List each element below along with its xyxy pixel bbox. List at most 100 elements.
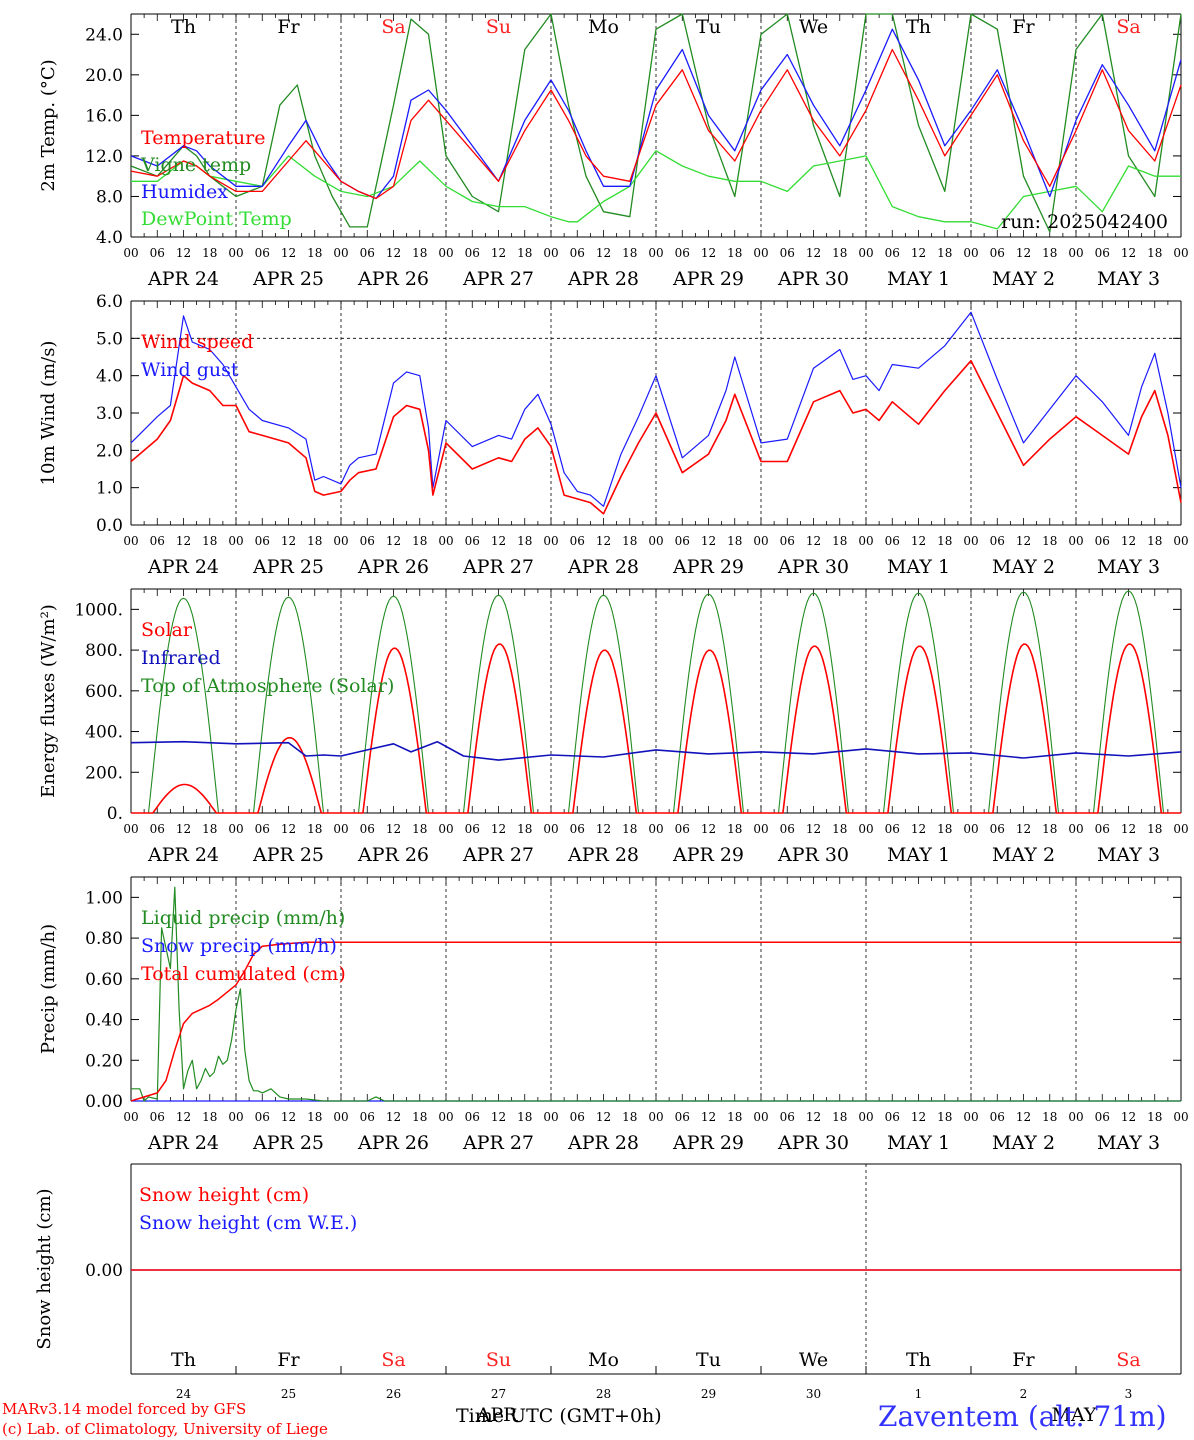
legend-entry: Liquid precip (mm/h): [141, 907, 345, 929]
x-hour-label: 06: [360, 534, 375, 548]
day-name-label: Th: [171, 16, 196, 38]
month-label-may: MAY: [1052, 1404, 1097, 1426]
y-tick-label: 400.: [85, 723, 123, 743]
series-line: [131, 886, 1181, 1102]
day-number-label: 30: [806, 1387, 821, 1401]
x-hour-label: 18: [1147, 1110, 1162, 1124]
x-hour-label: 00: [1173, 1110, 1188, 1124]
x-hour-label: 18: [832, 1110, 847, 1124]
day-name-label: Sa: [1116, 1349, 1140, 1371]
x-hour-label: 06: [255, 246, 270, 260]
y-axis-label: 2m Temp. (°C): [38, 59, 59, 191]
x-hour-label: 12: [281, 534, 296, 548]
day-name-label: Su: [486, 16, 511, 38]
y-tick-label: 1000.: [74, 600, 123, 620]
x-hour-label: 06: [150, 1110, 165, 1124]
legend-entry: Wind gust: [141, 359, 239, 381]
legend-entry: Top of Atmosphere (Solar): [141, 675, 394, 697]
x-hour-label: 00: [1068, 822, 1083, 836]
day-name-label: Tu: [696, 16, 721, 38]
x-date-label: APR 27: [462, 268, 534, 290]
x-hour-label: 18: [307, 1110, 322, 1124]
y-tick-label: 0.20: [85, 1051, 123, 1071]
x-hour-label: 18: [517, 534, 532, 548]
y-tick-label: 4.0: [96, 367, 123, 387]
month-label-apr: APR: [476, 1404, 519, 1426]
x-date-label: APR 27: [462, 844, 534, 866]
x-hour-label: 06: [360, 246, 375, 260]
x-hour-label: 00: [333, 1110, 348, 1124]
x-hour-label: 18: [1042, 534, 1057, 548]
x-hour-label: 12: [806, 822, 821, 836]
x-date-label: APR 24: [147, 844, 219, 866]
legend-entry: Snow height (cm W.E.): [139, 1212, 357, 1234]
y-tick-label: 24.0: [85, 25, 123, 45]
y-tick-label: 12.0: [85, 147, 123, 167]
x-hour-label: 12: [911, 1110, 926, 1124]
x-hour-label: 00: [543, 246, 558, 260]
x-hour-label: 12: [491, 1110, 506, 1124]
x-hour-label: 00: [963, 822, 978, 836]
x-hour-label: 18: [622, 822, 637, 836]
x-hour-label: 12: [1016, 246, 1031, 260]
day-name-label: Fr: [1012, 16, 1035, 38]
y-tick-label: 200.: [85, 763, 123, 783]
x-hour-label: 06: [675, 534, 690, 548]
x-date-label: APR 30: [777, 268, 849, 290]
x-hour-label: 12: [596, 534, 611, 548]
x-hour-label: 18: [1147, 246, 1162, 260]
x-hour-label: 18: [202, 1110, 217, 1124]
x-hour-label: 00: [753, 1110, 768, 1124]
x-hour-label: 12: [911, 822, 926, 836]
x-hour-label: 06: [150, 246, 165, 260]
x-hour-label: 00: [1173, 246, 1188, 260]
x-hour-label: 06: [990, 246, 1005, 260]
x-date-label: APR 25: [252, 844, 324, 866]
x-date-label: APR 25: [252, 1132, 324, 1154]
x-hour-label: 06: [780, 822, 795, 836]
x-hour-label: 12: [386, 246, 401, 260]
x-hour-label: 18: [412, 822, 427, 836]
x-hour-label: 06: [570, 246, 585, 260]
x-hour-label: 12: [386, 822, 401, 836]
series-line: [130, 941, 1181, 1102]
legend-entry: Humidex: [141, 181, 228, 203]
x-hour-label: 18: [727, 822, 742, 836]
day-number-label: 3: [1125, 1387, 1133, 1401]
x-hour-label: 00: [543, 822, 558, 836]
x-hour-label: 06: [150, 534, 165, 548]
x-hour-label: 00: [1068, 1110, 1083, 1124]
x-hour-label: 06: [465, 246, 480, 260]
day-name-label: Fr: [277, 1349, 300, 1371]
x-hour-label: 18: [202, 246, 217, 260]
x-hour-label: 18: [937, 822, 952, 836]
x-hour-label: 12: [491, 534, 506, 548]
x-date-label: MAY 1: [887, 1132, 950, 1154]
x-date-label: APR 29: [672, 844, 744, 866]
x-hour-label: 18: [937, 534, 952, 548]
x-hour-label: 06: [1095, 1110, 1110, 1124]
x-hour-label: 00: [438, 534, 453, 548]
x-hour-label: 12: [596, 1110, 611, 1124]
x-hour-label: 12: [701, 822, 716, 836]
x-hour-label: 18: [412, 1110, 427, 1124]
x-date-label: APR 29: [672, 268, 744, 290]
x-hour-label: 00: [333, 246, 348, 260]
day-number-label: 2: [1020, 1387, 1028, 1401]
day-name-label: Mo: [588, 1349, 619, 1371]
legend-entry: Infrared: [141, 647, 221, 669]
y-tick-label: 0.80: [85, 929, 123, 949]
x-hour-label: 00: [753, 246, 768, 260]
y-tick-label: 1.0: [96, 479, 123, 499]
x-hour-label: 06: [570, 822, 585, 836]
y-axis-label: Snow height (cm): [34, 1188, 55, 1349]
x-date-label: APR 26: [357, 268, 429, 290]
series-line: [131, 590, 1181, 814]
y-tick-label: 6.0: [96, 292, 123, 312]
x-hour-label: 00: [438, 822, 453, 836]
x-hour-label: 18: [517, 246, 532, 260]
day-number-label: 24: [176, 1387, 192, 1401]
x-hour-label: 18: [202, 534, 217, 548]
y-axis-label: 10m Wind (m/s): [38, 341, 59, 486]
x-hour-label: 18: [727, 1110, 742, 1124]
